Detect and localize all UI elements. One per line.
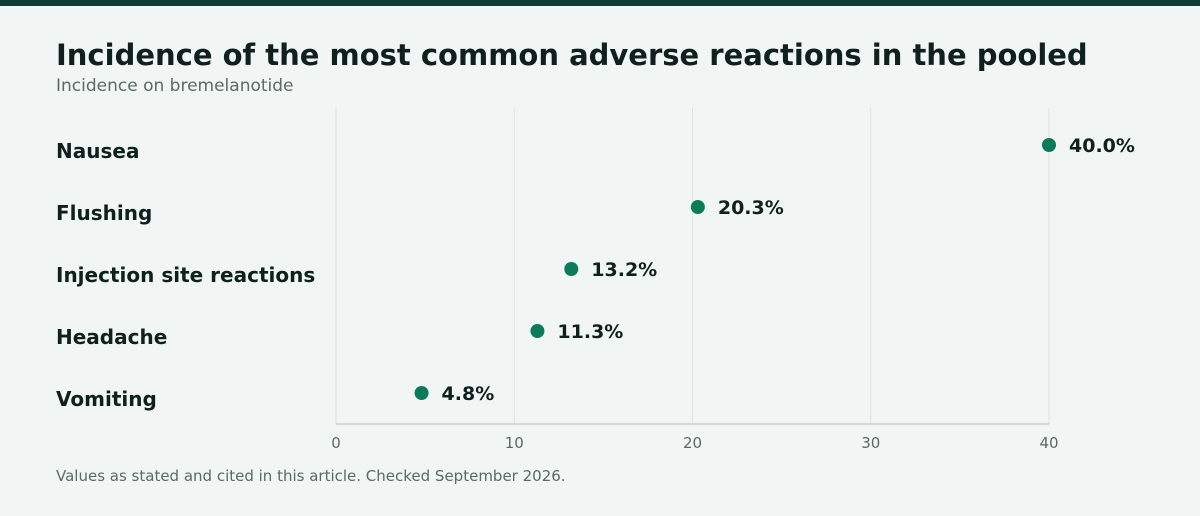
category-label: Vomiting <box>56 387 157 411</box>
top-accent-bar <box>0 0 1200 6</box>
x-tick-label: 30 <box>861 434 880 452</box>
source-footnote: Values as stated and cited in this artic… <box>56 467 566 485</box>
x-tick-label: 0 <box>331 434 341 452</box>
x-tick-label: 40 <box>1039 434 1058 452</box>
category-label: Headache <box>56 325 167 349</box>
data-point <box>690 200 705 214</box>
category-label: Flushing <box>56 201 152 225</box>
value-label: 13.2% <box>591 259 657 281</box>
data-point <box>564 262 579 276</box>
category-label: Nausea <box>56 139 139 163</box>
category-label: Injection site reactions <box>56 263 315 287</box>
value-label: 20.3% <box>718 197 784 219</box>
value-label: 4.8% <box>442 383 495 405</box>
chart-subtitle: Incidence on bremelanotide <box>56 76 294 96</box>
x-tick-label: 20 <box>683 434 702 452</box>
value-label: 40.0% <box>1069 135 1135 157</box>
data-point <box>414 386 429 400</box>
x-tick-label: 10 <box>505 434 524 452</box>
data-point <box>1042 138 1056 152</box>
chart-title: Incidence of the most common adverse rea… <box>56 38 1088 72</box>
value-label: 11.3% <box>557 321 623 343</box>
data-point <box>530 324 545 338</box>
